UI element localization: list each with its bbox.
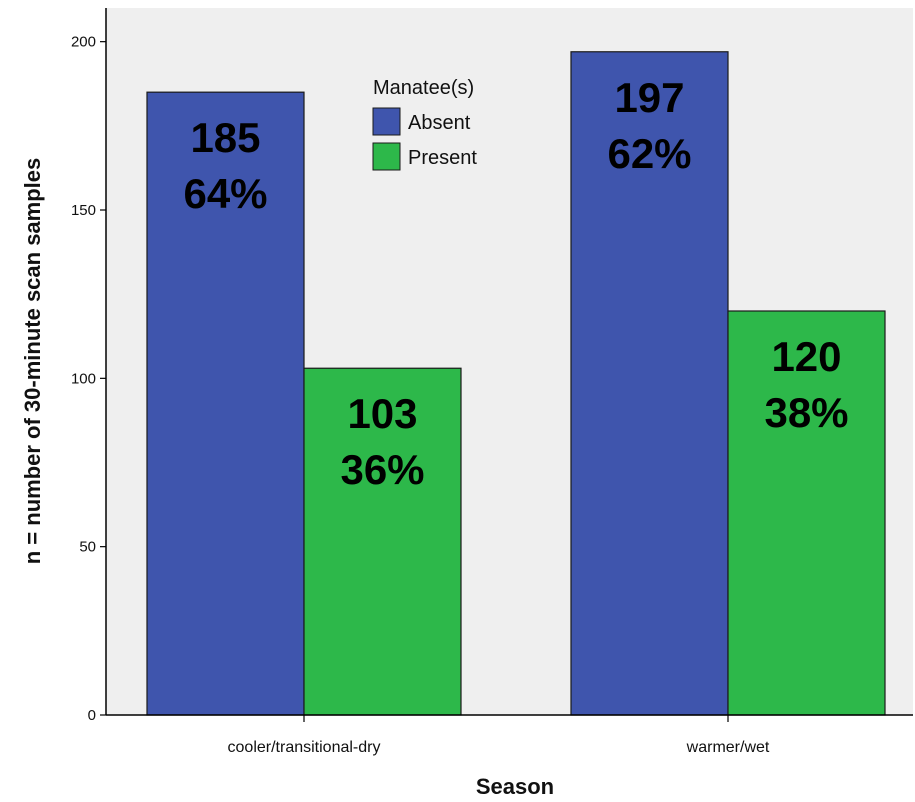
y-tick-label: 100: [71, 370, 96, 387]
bar-absent-1: [146, 91, 305, 716]
legend-title: Manatee(s): [373, 77, 474, 99]
y-tick-label: 200: [71, 34, 96, 51]
y-tick-label: 50: [79, 539, 96, 556]
x-axis-title: Season: [476, 774, 554, 799]
y-axis-ticks: 0 50 100 150 200: [71, 34, 106, 724]
bar-percent-label: 36%: [340, 446, 424, 493]
legend-label-present: Present: [408, 147, 477, 169]
bar-percent-label: 64%: [183, 170, 267, 217]
bar-percent-label: 62%: [607, 130, 691, 177]
bar-value-label: 197: [614, 74, 684, 121]
legend: Manatee(s) Absent Present: [372, 77, 477, 171]
bars-group: [146, 51, 886, 716]
legend-swatch-present: [372, 142, 401, 171]
bar-present-1: [303, 367, 462, 716]
bar-absent-2: [570, 51, 729, 716]
legend-swatch-absent: [372, 107, 401, 136]
y-tick-label: 0: [88, 707, 96, 724]
bar-labels-group: 185 64% 103 36% 197 62% 120 38%: [183, 74, 848, 493]
x-tick-label: warmer/wet: [686, 739, 770, 756]
bar-value-label: 120: [771, 333, 841, 380]
bar-value-label: 103: [347, 390, 417, 437]
y-tick-label: 150: [71, 202, 96, 219]
x-axis-ticks: cooler/transitional-dry warmer/wet: [228, 715, 770, 756]
bar-value-label: 185: [190, 114, 260, 161]
y-axis-title: n = number of 30-minute scan samples: [20, 158, 45, 565]
legend-label-absent: Absent: [408, 112, 471, 134]
bar-percent-label: 38%: [764, 389, 848, 436]
bar-present-2: [727, 310, 886, 716]
x-tick-label: cooler/transitional-dry: [228, 739, 381, 756]
